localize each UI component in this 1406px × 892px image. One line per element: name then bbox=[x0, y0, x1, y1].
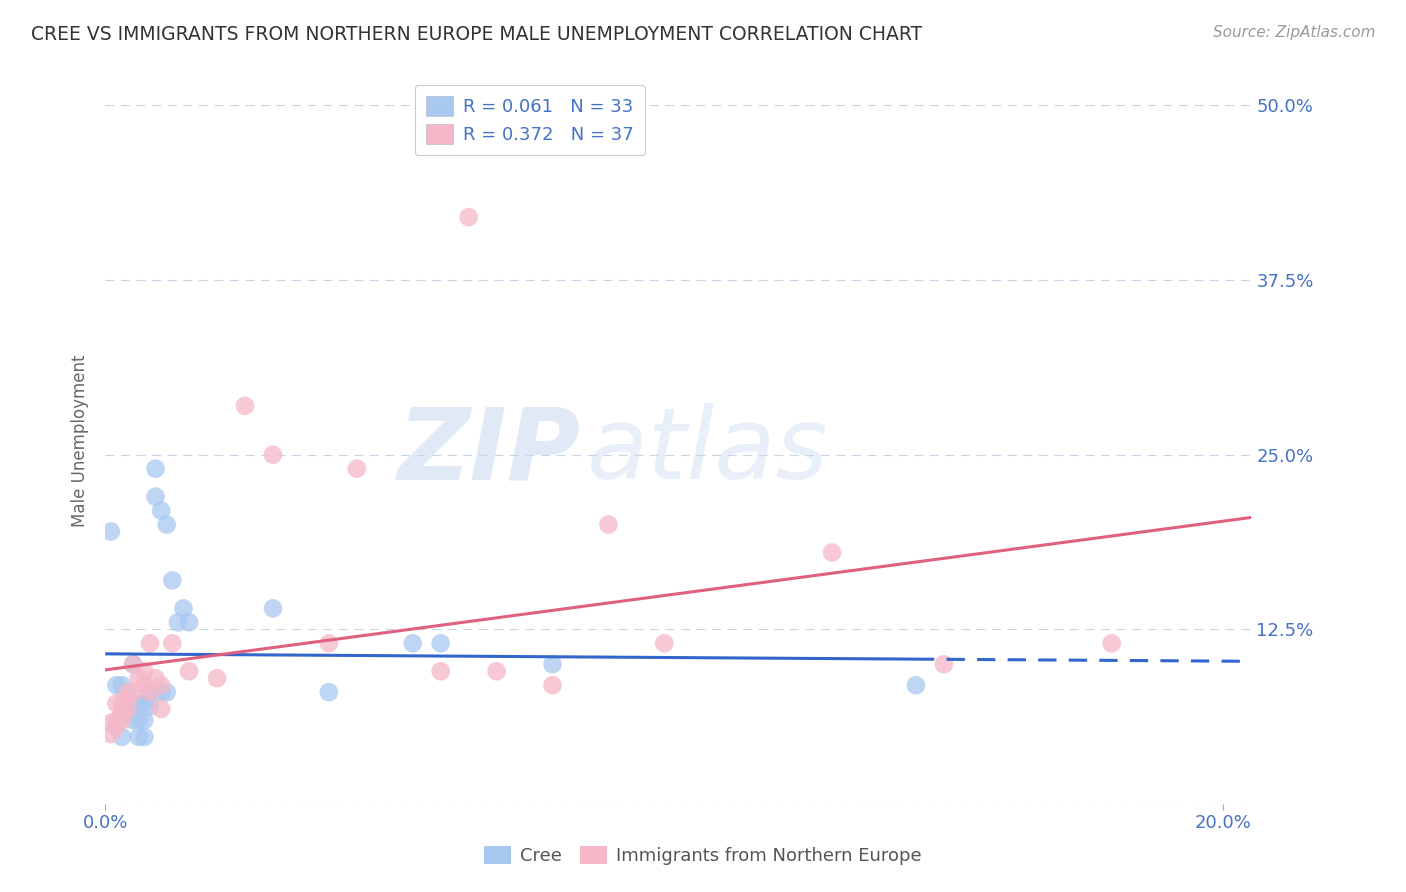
Point bbox=[139, 699, 162, 714]
Point bbox=[122, 657, 145, 672]
Point bbox=[128, 713, 150, 727]
Point bbox=[134, 678, 156, 692]
Point bbox=[117, 692, 139, 706]
Point bbox=[156, 685, 179, 699]
Point bbox=[134, 665, 156, 679]
Legend: Cree, Immigrants from Northern Europe: Cree, Immigrants from Northern Europe bbox=[477, 838, 929, 872]
Point bbox=[134, 697, 156, 711]
Point bbox=[111, 678, 134, 692]
Point bbox=[233, 399, 256, 413]
Point bbox=[177, 665, 200, 679]
Point bbox=[139, 685, 162, 699]
Point bbox=[111, 697, 134, 711]
Point bbox=[105, 697, 128, 711]
Point bbox=[262, 448, 284, 462]
Point bbox=[134, 730, 156, 744]
Point bbox=[111, 713, 134, 727]
Point bbox=[598, 517, 620, 532]
Point bbox=[100, 727, 122, 741]
Point bbox=[117, 685, 139, 699]
Point bbox=[128, 697, 150, 711]
Point bbox=[139, 636, 162, 650]
Point bbox=[128, 671, 150, 685]
Point bbox=[318, 636, 340, 650]
Point bbox=[145, 671, 167, 685]
Point bbox=[111, 730, 134, 744]
Point bbox=[134, 713, 156, 727]
Point bbox=[457, 210, 479, 224]
Point bbox=[177, 615, 200, 630]
Point bbox=[139, 685, 162, 699]
Point bbox=[150, 702, 173, 716]
Text: atlas: atlas bbox=[586, 403, 828, 500]
Point bbox=[150, 503, 173, 517]
Point bbox=[105, 713, 128, 727]
Point bbox=[429, 636, 451, 650]
Point bbox=[402, 636, 425, 650]
Point bbox=[117, 702, 139, 716]
Point bbox=[117, 699, 139, 714]
Point bbox=[346, 461, 368, 475]
Point bbox=[162, 636, 184, 650]
Point bbox=[117, 685, 139, 699]
Point bbox=[485, 665, 508, 679]
Point bbox=[122, 657, 145, 672]
Point bbox=[145, 490, 167, 504]
Point bbox=[145, 461, 167, 475]
Y-axis label: Male Unemployment: Male Unemployment bbox=[72, 354, 89, 527]
Point bbox=[654, 636, 676, 650]
Text: ZIP: ZIP bbox=[398, 403, 581, 500]
Point bbox=[122, 713, 145, 727]
Point bbox=[821, 545, 844, 559]
Point bbox=[162, 574, 184, 588]
Point bbox=[167, 615, 190, 630]
Point bbox=[100, 524, 122, 539]
Point bbox=[122, 697, 145, 711]
Point bbox=[150, 678, 173, 692]
Text: Source: ZipAtlas.com: Source: ZipAtlas.com bbox=[1212, 25, 1375, 40]
Point bbox=[541, 678, 564, 692]
Point bbox=[429, 665, 451, 679]
Point bbox=[111, 706, 134, 721]
Point bbox=[1101, 636, 1123, 650]
Point bbox=[156, 517, 179, 532]
Point bbox=[932, 657, 955, 672]
Point bbox=[100, 715, 122, 730]
Text: CREE VS IMMIGRANTS FROM NORTHERN EUROPE MALE UNEMPLOYMENT CORRELATION CHART: CREE VS IMMIGRANTS FROM NORTHERN EUROPE … bbox=[31, 25, 922, 44]
Point bbox=[262, 601, 284, 615]
Point bbox=[173, 601, 195, 615]
Point bbox=[122, 685, 145, 699]
Point bbox=[105, 678, 128, 692]
Point bbox=[541, 657, 564, 672]
Point bbox=[205, 671, 228, 685]
Point bbox=[150, 685, 173, 699]
Point bbox=[318, 685, 340, 699]
Point bbox=[904, 678, 927, 692]
Legend: R = 0.061   N = 33, R = 0.372   N = 37: R = 0.061 N = 33, R = 0.372 N = 37 bbox=[415, 85, 645, 155]
Point bbox=[105, 720, 128, 734]
Point bbox=[128, 730, 150, 744]
